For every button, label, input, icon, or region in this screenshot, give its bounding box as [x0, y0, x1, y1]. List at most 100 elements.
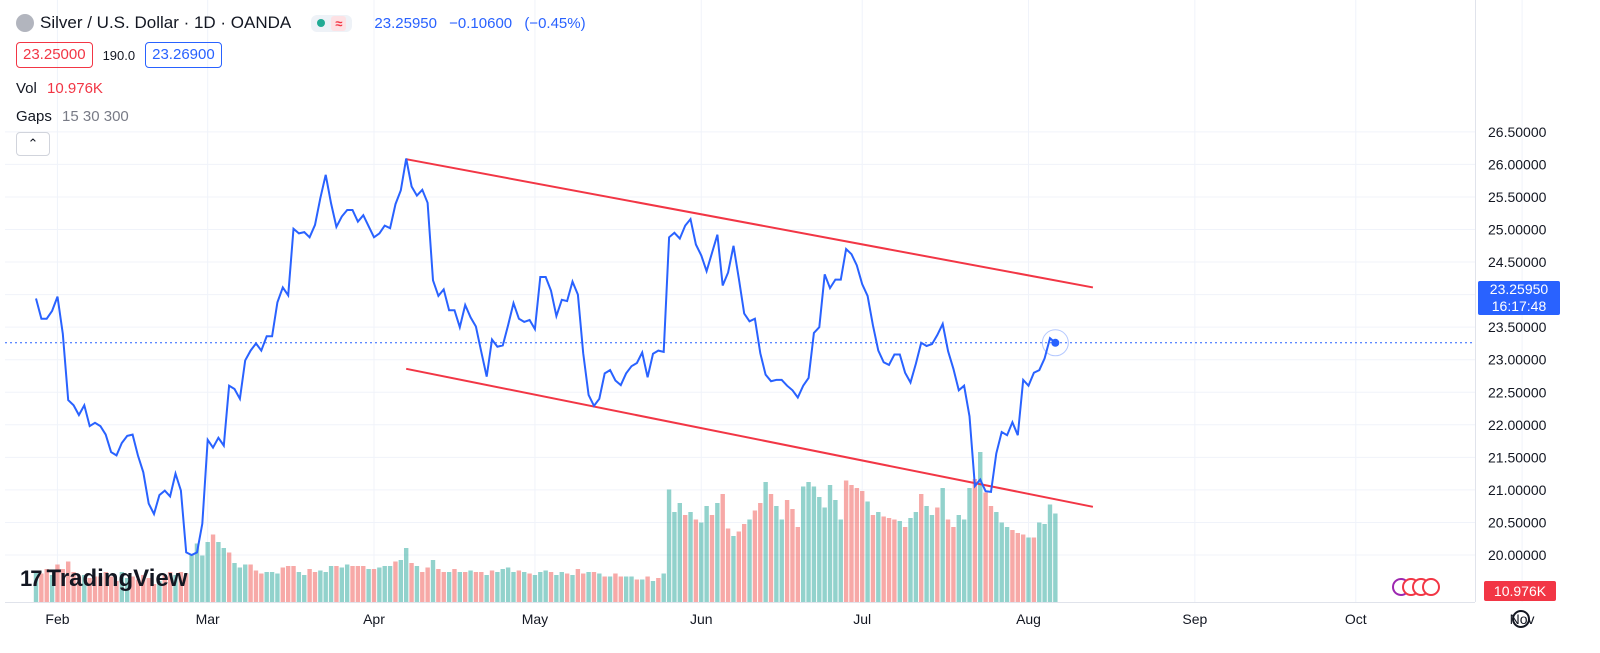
- x-tick-label: May: [522, 611, 548, 627]
- volume-bar: [629, 576, 634, 602]
- volume-bar: [800, 486, 806, 602]
- volume-bar: [682, 515, 688, 602]
- volume-bar: [318, 570, 323, 602]
- symbol-title[interactable]: Silver / U.S. Dollar · 1D · OANDA: [40, 13, 292, 32]
- volume-bar: [656, 578, 661, 602]
- gear-icon[interactable]: [1512, 610, 1530, 628]
- volume-bar: [361, 566, 366, 602]
- volume-bar: [65, 561, 71, 602]
- volume-bar: [1047, 504, 1053, 602]
- channel-line: [406, 158, 1094, 289]
- volume-bar: [570, 575, 575, 602]
- sell-button[interactable]: 23.25000: [16, 42, 93, 68]
- volume-bar: [779, 519, 784, 602]
- volume-bar: [141, 575, 146, 602]
- y-tick-label: 24.50000: [1488, 254, 1547, 270]
- volume-bar: [811, 486, 817, 602]
- x-tick-label: Jun: [690, 611, 713, 627]
- volume-bar: [699, 522, 704, 602]
- volume-bar: [623, 576, 629, 602]
- volume-bar: [39, 573, 44, 602]
- volume-bar: [688, 512, 693, 602]
- economic-events[interactable]: [1392, 578, 1440, 596]
- price-change: −0.10600: [449, 14, 513, 32]
- us-flag-icon[interactable]: [1422, 578, 1440, 596]
- volume-bar: [350, 566, 355, 602]
- volume-bar: [602, 576, 607, 602]
- approx-icon: ≈: [331, 15, 347, 31]
- volume-bar: [468, 570, 473, 602]
- volume-bar: [344, 564, 350, 602]
- volume-bar: [302, 575, 307, 602]
- volume-bar: [441, 572, 446, 602]
- volume-bar: [564, 573, 570, 602]
- volume-bar: [940, 488, 945, 602]
- collapse-legend-button[interactable]: ⌃: [16, 132, 50, 156]
- volume-bar: [108, 576, 114, 602]
- volume-bar: [736, 531, 742, 602]
- volume-indicator-value: 10.976K: [47, 80, 103, 97]
- x-tick-label: Jul: [853, 611, 871, 627]
- volume-bar: [613, 573, 618, 602]
- x-tick-label: Oct: [1345, 611, 1367, 627]
- volume-bar: [983, 492, 988, 602]
- volume-bar: [280, 567, 285, 602]
- volume-bar: [591, 572, 597, 602]
- volume-bar: [146, 578, 151, 602]
- volume-bar: [795, 527, 801, 602]
- market-status-pill[interactable]: ≈: [311, 14, 353, 32]
- volume-bar: [843, 480, 849, 602]
- volume-bar: [763, 482, 768, 602]
- volume-bar: [167, 572, 173, 602]
- buy-button[interactable]: 23.26900: [145, 42, 222, 68]
- volume-bar: [420, 572, 425, 602]
- x-axis: Feb Mar Apr May Jun Jul Aug Sep Oct Nov: [45, 611, 1534, 627]
- volume-axis-badge: 10.976K: [1484, 581, 1556, 601]
- volume-bar: [548, 572, 554, 602]
- volume-bar: [1010, 530, 1015, 602]
- volume-bar: [92, 576, 98, 602]
- volume-bar: [505, 567, 511, 602]
- volume-bar: [559, 572, 564, 602]
- volume-bar: [538, 572, 543, 602]
- volume-bar: [71, 572, 76, 602]
- x-tick-label: Sep: [1182, 611, 1207, 627]
- y-tick-label: 23.50000: [1488, 319, 1547, 335]
- volume-bar: [291, 566, 296, 602]
- gaps-indicator-legend[interactable]: Gaps 15 30 300: [16, 108, 129, 125]
- volume-bar: [382, 566, 387, 602]
- volume-bar: [822, 507, 827, 602]
- volume-bar: [913, 512, 919, 602]
- volume-bar: [860, 491, 865, 602]
- volume-bar: [328, 566, 334, 602]
- volume-bar: [618, 576, 623, 602]
- volume-bar: [1042, 524, 1047, 602]
- volume-bar: [988, 506, 994, 602]
- volume-bar: [886, 518, 892, 602]
- volume-bar: [999, 522, 1004, 602]
- tradingview-logo[interactable]: 17 TradingView: [20, 565, 187, 593]
- volume-bar: [666, 489, 672, 602]
- volume-indicator-legend[interactable]: Vol 10.976K: [16, 80, 103, 97]
- volume-bar: [865, 501, 870, 602]
- volume-bar: [248, 564, 253, 602]
- volume-bar: [221, 548, 226, 602]
- volume-bar: [243, 564, 248, 602]
- volume-bar: [398, 560, 404, 602]
- market-open-icon: [317, 19, 326, 27]
- y-tick-label: 23.00000: [1488, 352, 1547, 368]
- volume-bar: [323, 572, 328, 602]
- volume-bar: [296, 572, 302, 602]
- volume-bar: [82, 575, 87, 602]
- volume-bar: [951, 527, 956, 602]
- volume-bars: [33, 452, 1058, 602]
- volume-bar: [446, 572, 452, 602]
- y-tick-label: 22.50000: [1488, 384, 1547, 400]
- price-change-pct: (−0.45%): [524, 14, 586, 32]
- volume-bar: [693, 519, 699, 602]
- tradingview-logo-mark: 17: [20, 566, 43, 591]
- volume-bar: [232, 563, 237, 602]
- x-tick-label: Feb: [45, 611, 69, 627]
- volume-bar: [33, 572, 39, 602]
